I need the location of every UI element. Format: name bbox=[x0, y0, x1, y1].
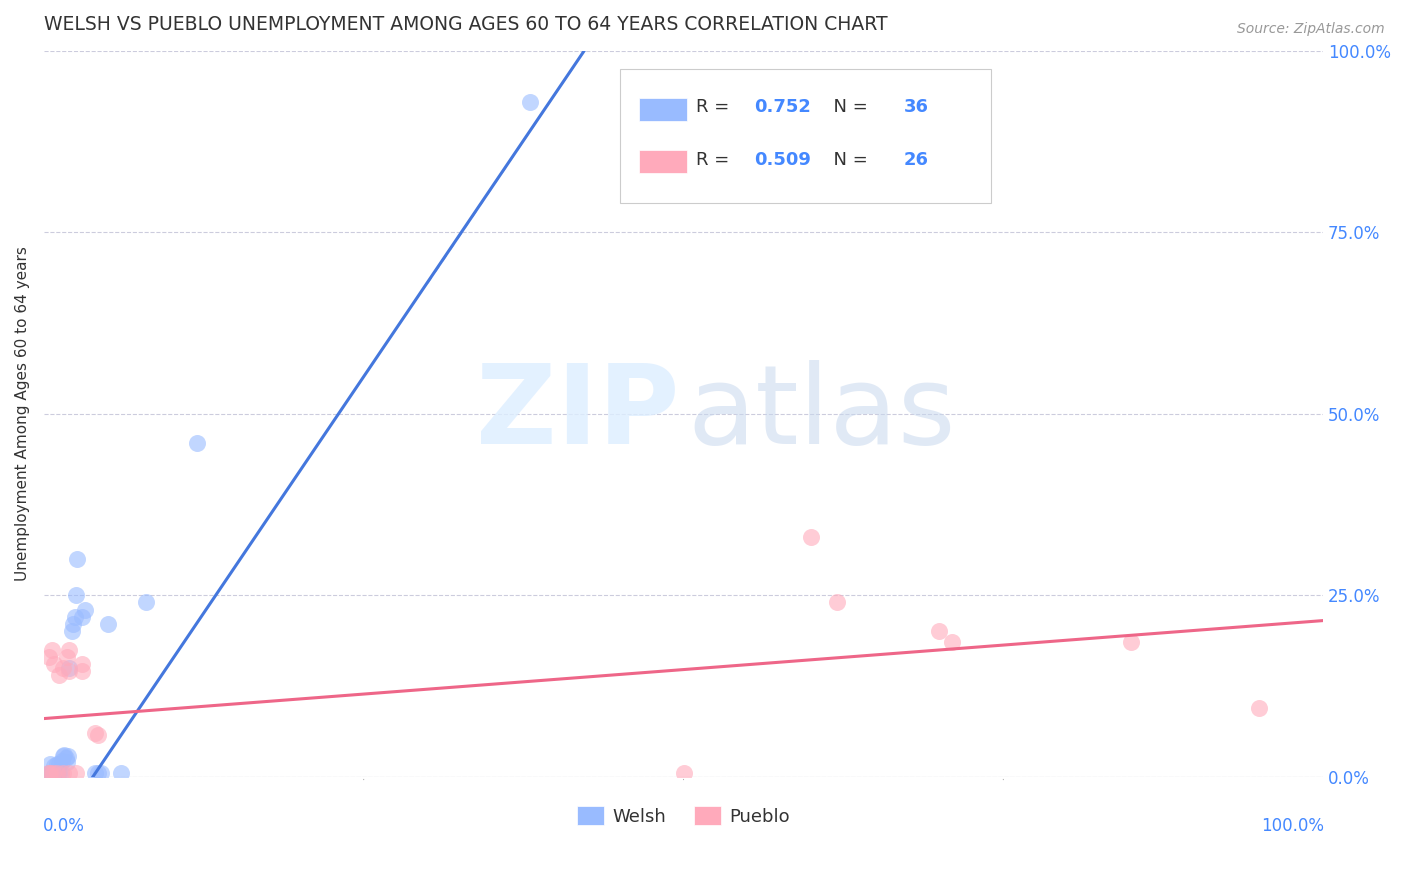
Point bbox=[58, 661, 80, 675]
Text: N =: N = bbox=[821, 98, 873, 117]
Point bbox=[48, 668, 70, 682]
Point bbox=[941, 635, 963, 649]
Point bbox=[66, 552, 89, 566]
Point bbox=[65, 766, 87, 780]
FancyBboxPatch shape bbox=[638, 98, 688, 121]
Point bbox=[86, 727, 108, 741]
Text: 26: 26 bbox=[904, 151, 928, 169]
Point bbox=[186, 435, 208, 450]
Text: 36: 36 bbox=[904, 98, 928, 117]
Point bbox=[65, 588, 87, 602]
Point bbox=[39, 756, 62, 771]
Point bbox=[48, 766, 70, 780]
Point bbox=[38, 766, 60, 780]
Y-axis label: Unemployment Among Ages 60 to 64 years: Unemployment Among Ages 60 to 64 years bbox=[15, 246, 30, 582]
Text: WELSH VS PUEBLO UNEMPLOYMENT AMONG AGES 60 TO 64 YEARS CORRELATION CHART: WELSH VS PUEBLO UNEMPLOYMENT AMONG AGES … bbox=[44, 15, 887, 34]
Text: R =: R = bbox=[696, 151, 735, 169]
Point bbox=[52, 661, 75, 675]
Point bbox=[41, 642, 63, 657]
Point bbox=[55, 751, 77, 765]
Point bbox=[825, 595, 848, 609]
Point bbox=[1121, 635, 1143, 649]
Text: R =: R = bbox=[696, 98, 735, 117]
Point bbox=[97, 617, 120, 632]
Text: 0.0%: 0.0% bbox=[42, 816, 84, 835]
Point bbox=[49, 766, 72, 780]
Point bbox=[42, 758, 65, 772]
Point bbox=[58, 665, 80, 679]
Point bbox=[58, 749, 80, 764]
Point bbox=[110, 766, 132, 780]
Point bbox=[42, 766, 65, 780]
Point bbox=[53, 747, 76, 762]
Point bbox=[800, 530, 823, 544]
Point bbox=[52, 766, 75, 780]
Point bbox=[84, 726, 107, 740]
Text: N =: N = bbox=[821, 151, 873, 169]
Point bbox=[37, 766, 59, 780]
Point bbox=[56, 755, 79, 769]
Text: 100.0%: 100.0% bbox=[1261, 816, 1324, 835]
Point bbox=[42, 766, 65, 780]
Text: atlas: atlas bbox=[688, 360, 956, 467]
FancyBboxPatch shape bbox=[620, 69, 991, 203]
Point bbox=[39, 766, 62, 780]
Point bbox=[45, 766, 67, 780]
Point bbox=[519, 95, 541, 109]
Legend: Welsh, Pueblo: Welsh, Pueblo bbox=[569, 799, 797, 833]
Point bbox=[42, 657, 65, 672]
Point bbox=[72, 665, 94, 679]
Point bbox=[672, 766, 695, 780]
Text: Source: ZipAtlas.com: Source: ZipAtlas.com bbox=[1237, 22, 1385, 37]
Text: 0.752: 0.752 bbox=[754, 98, 811, 117]
Point bbox=[58, 642, 80, 657]
Point bbox=[135, 595, 157, 609]
Point bbox=[48, 756, 70, 771]
Point bbox=[51, 754, 73, 768]
Point bbox=[84, 766, 107, 780]
Point bbox=[1249, 700, 1271, 714]
FancyBboxPatch shape bbox=[638, 150, 688, 173]
Point bbox=[38, 649, 60, 664]
Point bbox=[44, 766, 66, 780]
Point bbox=[90, 766, 112, 780]
Point bbox=[928, 624, 950, 639]
Point bbox=[63, 610, 86, 624]
Point bbox=[52, 749, 75, 764]
Point bbox=[60, 624, 83, 639]
Text: 0.509: 0.509 bbox=[754, 151, 811, 169]
Point bbox=[72, 610, 94, 624]
Point bbox=[58, 766, 80, 780]
Point bbox=[62, 617, 84, 632]
Point bbox=[45, 756, 67, 771]
Text: ZIP: ZIP bbox=[477, 360, 679, 467]
Point bbox=[73, 603, 96, 617]
Point bbox=[39, 766, 62, 780]
Point bbox=[46, 766, 69, 780]
Point bbox=[45, 766, 67, 780]
Point bbox=[42, 766, 65, 780]
Point bbox=[56, 649, 79, 664]
Point bbox=[86, 766, 108, 780]
Point bbox=[72, 657, 94, 672]
Point bbox=[41, 766, 63, 780]
